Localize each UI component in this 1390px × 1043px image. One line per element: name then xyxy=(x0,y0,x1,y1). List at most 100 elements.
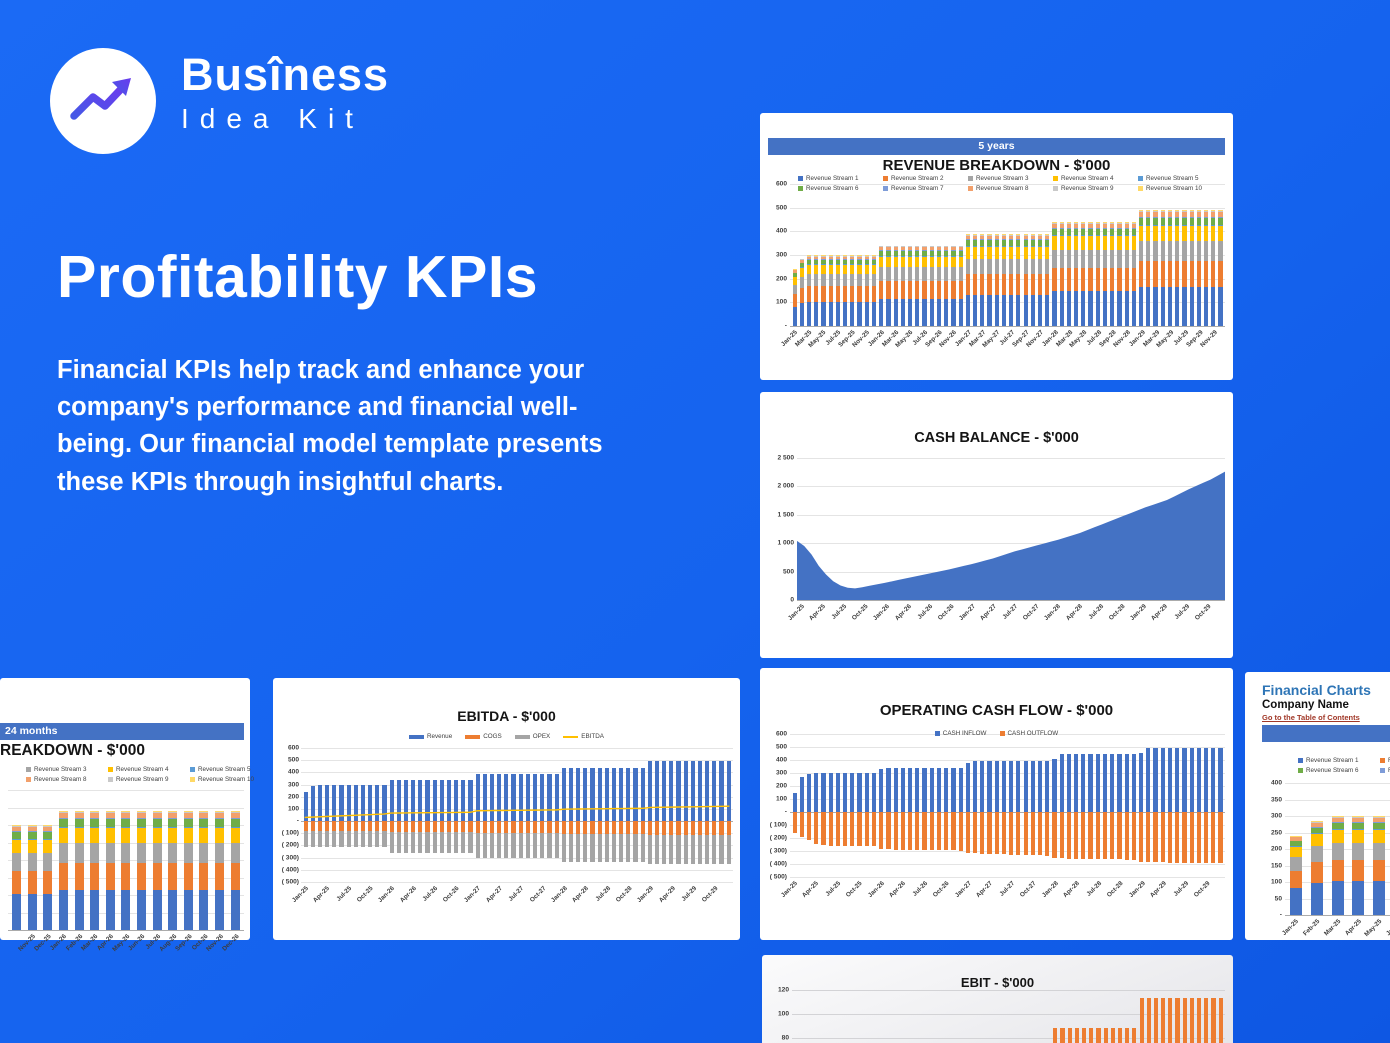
revenue-stream-6-segment xyxy=(936,251,942,257)
revenue-stream-9-segment xyxy=(74,812,84,814)
revenue-stream-6-segment xyxy=(1189,218,1194,226)
cash-outflow-bar xyxy=(1052,812,1057,858)
grid-line xyxy=(797,543,1225,545)
bar-slot xyxy=(805,734,812,877)
y-axis-label: 500 xyxy=(782,568,794,576)
revenue-stream-10-segment xyxy=(90,811,100,813)
bar-slot xyxy=(937,990,944,1043)
y-axis-label: 300 xyxy=(1270,812,1282,820)
opex-bar xyxy=(411,832,416,853)
revenue-stream-10-segment xyxy=(1016,233,1021,235)
bar-slot xyxy=(994,990,1001,1043)
cash-outflow-bar xyxy=(843,812,848,846)
revenue-stream-3-segment xyxy=(214,843,225,864)
revenue-stream-4-segment xyxy=(74,827,84,844)
bar-slot xyxy=(943,734,950,877)
x-tick-label: Apr-29 xyxy=(1150,603,1170,623)
revenue-stream-8-segment xyxy=(1146,212,1151,218)
cogs-bar xyxy=(425,821,430,833)
opex-bar xyxy=(439,832,444,853)
bar-slot xyxy=(653,748,660,882)
revenue-stream-10-segment xyxy=(1189,210,1194,212)
revenue-stream-4-segment xyxy=(183,827,193,844)
revenue-stream-7-segment xyxy=(1218,217,1223,219)
bar-slot xyxy=(914,184,921,326)
x-tick-label: Jul-29 xyxy=(1172,880,1191,898)
table-of-contents-link[interactable]: Go to the Table of Contents xyxy=(1262,713,1360,722)
revenue-stream-10-segment xyxy=(821,255,826,256)
positive-bar xyxy=(1160,748,1165,812)
revenue-stream-1-segment xyxy=(137,889,147,930)
positive-bar xyxy=(676,761,681,822)
revenue-stream-1-segment xyxy=(43,894,53,930)
cash-outflow-bar xyxy=(1203,812,1209,863)
x-tick-label: Jan-25 xyxy=(786,603,806,623)
y-axis-label: 100 xyxy=(775,795,787,803)
revenue-stream-1-segment xyxy=(987,294,992,326)
x-tick-label: Apr-27 xyxy=(484,885,504,905)
bar-slot xyxy=(957,734,964,877)
positive-bar xyxy=(850,773,855,812)
grid-line xyxy=(301,882,733,883)
bar-slot xyxy=(402,748,409,882)
stacked-bar xyxy=(871,184,877,326)
ebit-bar xyxy=(1110,990,1115,1043)
cash-outflow-bar xyxy=(1045,812,1050,856)
bar-slot xyxy=(1152,734,1159,877)
revenue-stream-4-segment xyxy=(1153,226,1158,242)
y-axis-label: 400 xyxy=(287,768,299,776)
cogs-bar xyxy=(439,821,444,833)
revenue-stream-2-segment xyxy=(1045,274,1050,295)
cash-outflow-bar xyxy=(915,812,920,850)
revenue-stream-1-segment xyxy=(871,301,877,326)
revenue-stream-8-segment xyxy=(12,827,22,832)
positive-bar xyxy=(1203,748,1209,812)
positive-bar xyxy=(375,784,380,822)
revenue-stream-7-segment xyxy=(965,239,970,241)
revenue-stream-2-segment xyxy=(152,863,162,890)
revenue-stream-7-segment xyxy=(1037,239,1043,241)
revenue-stream-2-swatch xyxy=(1380,758,1385,763)
revenue-stream-7-segment xyxy=(1074,228,1079,230)
opex-bar xyxy=(561,834,566,862)
revenue-stream-6-segment xyxy=(1045,240,1050,246)
bar-slot xyxy=(661,748,668,882)
revenue-stream-5-segment xyxy=(987,245,992,247)
revenue-stream-1-segment xyxy=(893,298,898,326)
revenue-stream-1-segment xyxy=(972,294,978,326)
revenue-stream-7-segment xyxy=(1088,228,1093,230)
cash-outflow-bar xyxy=(799,812,804,837)
legend-label: Revenue Stream 4 xyxy=(1061,175,1114,182)
positive-bar xyxy=(1117,754,1122,812)
opex-bar xyxy=(640,834,645,862)
positive-bar xyxy=(1088,754,1093,812)
bar-slot xyxy=(1286,783,1307,915)
bar-slot xyxy=(87,790,103,930)
bar-slot xyxy=(964,184,971,326)
revenue-stream-1-segment xyxy=(1167,286,1173,326)
revenue-stream-1-segment xyxy=(886,298,891,326)
cogs-bar xyxy=(705,821,710,835)
bar-slot xyxy=(791,734,798,877)
revenue-stream-5-segment xyxy=(1117,235,1122,237)
legend-label: Revenue Stream 4 xyxy=(116,766,169,773)
positive-bar xyxy=(382,784,387,822)
positive-bar xyxy=(1037,760,1043,812)
revenue-stream-3-segment xyxy=(1211,241,1216,262)
revenue-stream-6-segment xyxy=(1311,827,1323,834)
revenue-stream-8-segment xyxy=(843,256,848,260)
bar-slot xyxy=(827,184,834,326)
x-tick-label: Jan-28 xyxy=(1043,603,1063,623)
bar-slot xyxy=(560,748,567,882)
revenue-stream-8-swatch xyxy=(26,777,31,782)
revenue-stream-5-segment xyxy=(1001,245,1007,247)
revenue-stream-10-segment xyxy=(893,245,898,247)
revenue-stream-5-segment xyxy=(1167,225,1173,227)
bar-slot xyxy=(1080,734,1087,877)
revenue-stream-9-segment xyxy=(1352,817,1365,819)
revenue-stream-1-segment xyxy=(230,889,240,930)
revenue-stream-3-segment xyxy=(1182,241,1187,262)
stacked-bar xyxy=(1167,184,1173,326)
cash-outflow-bar xyxy=(1218,812,1223,863)
revenue-stream-8-segment xyxy=(857,256,862,260)
